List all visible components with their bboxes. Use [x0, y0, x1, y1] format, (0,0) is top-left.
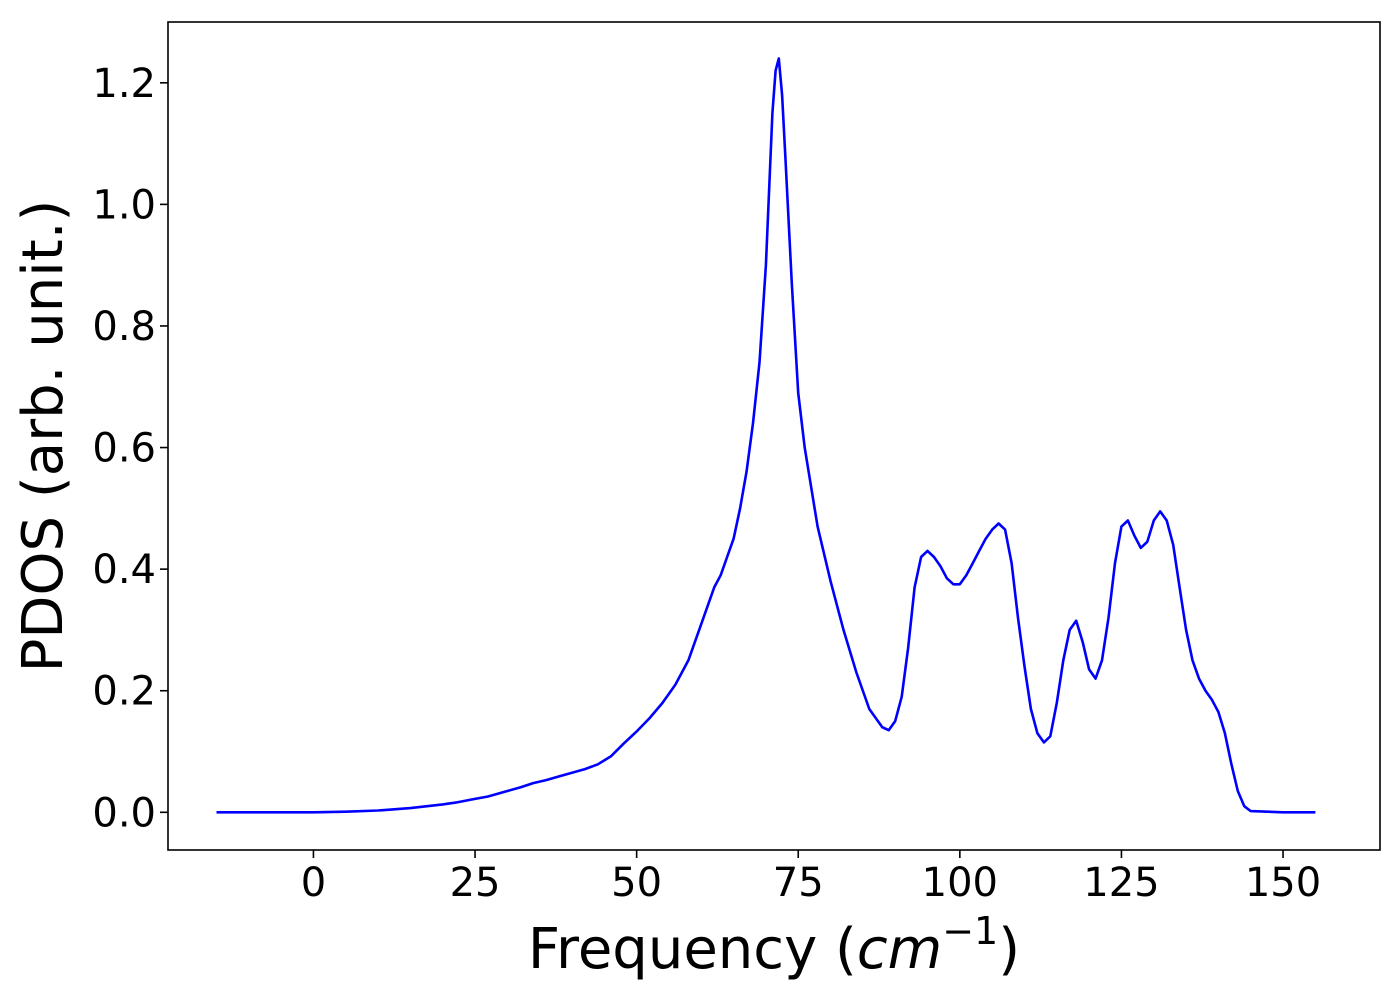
x-tick-label: 25	[450, 860, 501, 906]
x-axis-title-unit: cm	[857, 917, 942, 982]
x-tick-label: 75	[773, 860, 824, 906]
y-tick-label: 0.2	[92, 669, 156, 715]
x-axis-title-exponent: −1	[942, 909, 998, 953]
y-tick-label: 0.4	[92, 547, 156, 593]
y-tick-label: 1.0	[92, 182, 156, 228]
series-layer	[216, 57, 1316, 814]
pdos-series-line	[216, 57, 1316, 814]
x-axis-ticks: 0 25 50 75 100 125 150	[301, 850, 1321, 906]
x-axis-title: Frequency (cm−1)	[528, 909, 1020, 982]
x-tick-label: 50	[611, 860, 662, 906]
y-tick-label: 0.6	[92, 426, 156, 472]
x-tick-label: 0	[301, 860, 326, 906]
x-tick-label: 125	[1083, 860, 1159, 906]
x-axis-title-close: )	[998, 917, 1020, 982]
y-tick-label: 0.0	[92, 790, 156, 836]
x-tick-label: 150	[1245, 860, 1321, 906]
y-axis-title: PDOS (arb. unit.)	[11, 200, 76, 673]
y-axis-ticks: 0.0 0.2 0.4 0.6 0.8 1.0 1.2	[92, 61, 168, 836]
y-tick-label: 0.8	[92, 304, 156, 350]
y-tick-label: 1.2	[92, 61, 156, 107]
x-axis-title-main: Frequency (	[528, 917, 857, 982]
x-tick-label: 100	[922, 860, 998, 906]
plot-frame	[167, 21, 1381, 851]
